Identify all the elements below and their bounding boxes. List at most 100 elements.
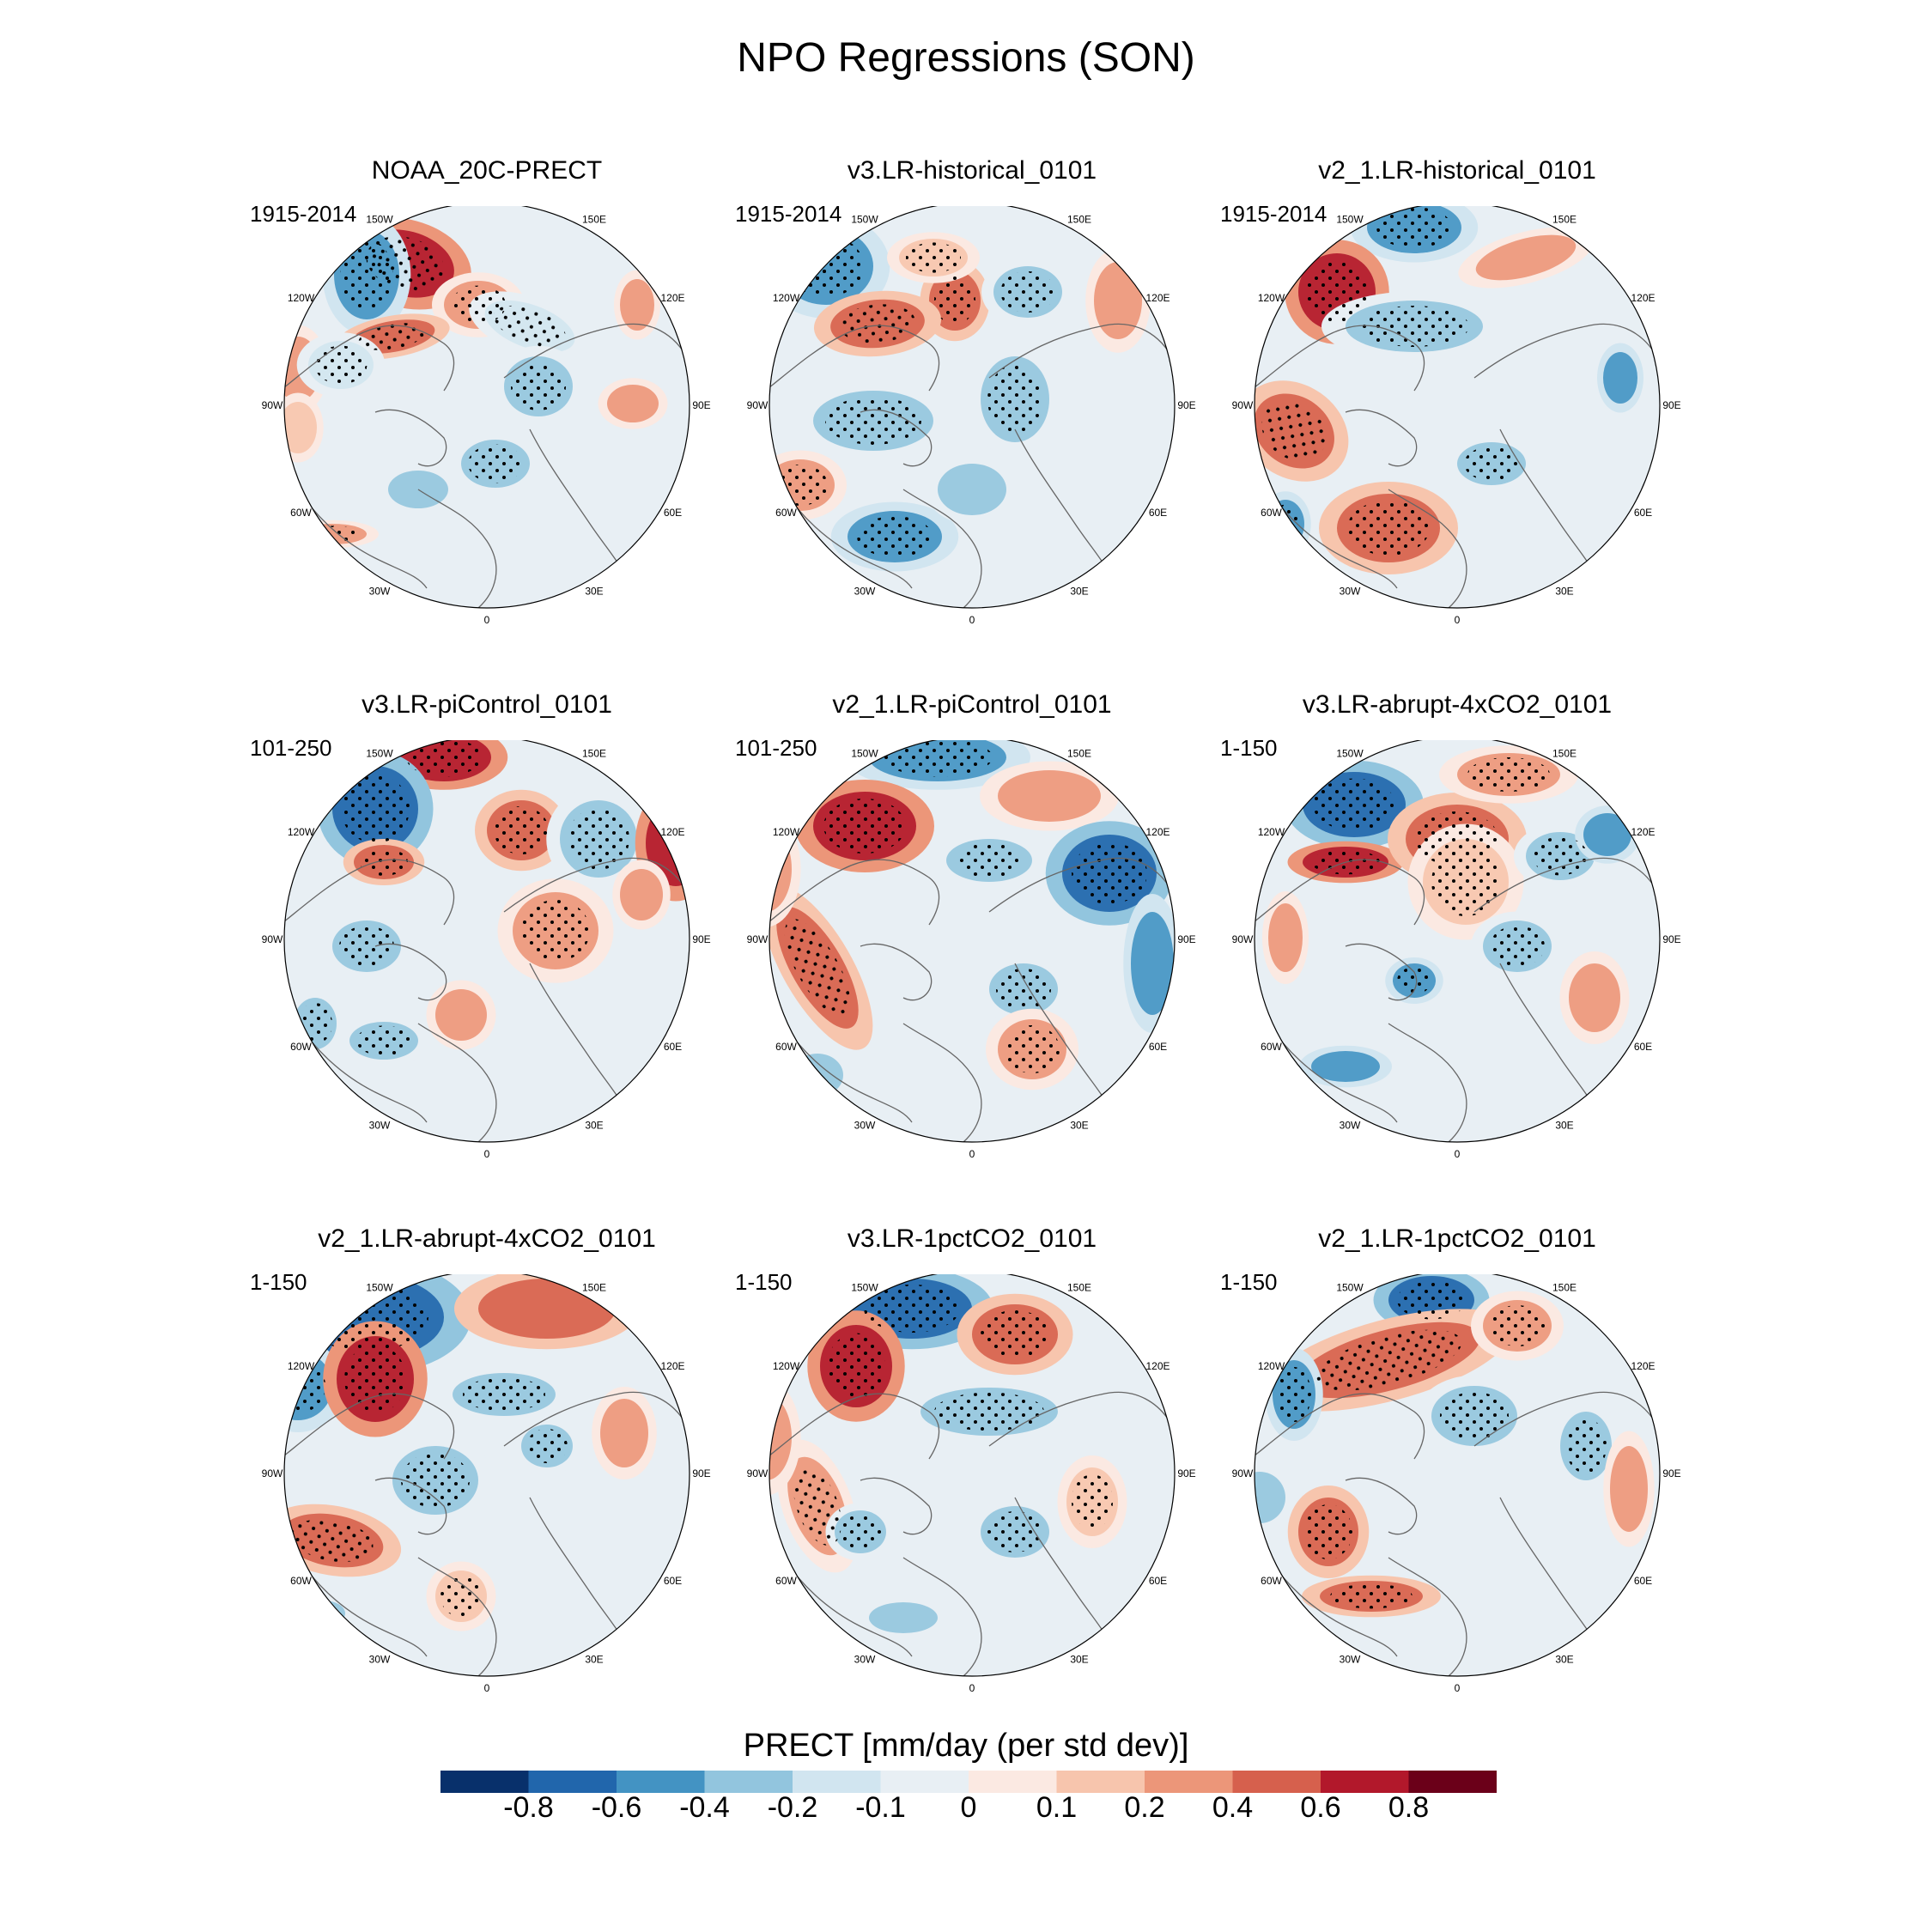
map-panel-noaa-20c: NOAA_20C-PRECT 1915-2014 180150E120E90E6… [246,156,727,687]
longitude-label: 150E [1067,747,1091,759]
longitude-label: 90E [692,1467,710,1479]
significance-stipple [463,1377,545,1412]
significance-stipple [955,843,1024,878]
anomaly-region [435,989,487,1041]
significance-stipple [1306,261,1368,323]
colorbar-tick-label: -0.4 [679,1791,730,1824]
longitude-label: 60W [775,1575,797,1587]
polar-map: 180150E120E90E60E30E030W60W90W120W150W [1232,740,1681,1160]
longitude-label: 120W [773,826,800,838]
longitude-label: 120W [288,1360,315,1372]
coastline [1388,1557,1467,1676]
polar-map: 180150E120E90E60E30E030W60W90W120W150W [262,1274,711,1694]
coastline [503,857,690,913]
significance-stipple [1397,1280,1466,1320]
coastline [860,943,933,1001]
coastline [374,409,447,467]
significance-stipple [344,1345,406,1413]
coastline [988,1391,1175,1447]
anomaly-region [620,869,663,920]
anomaly-region [1583,813,1631,856]
longitude-label: 90E [1662,399,1680,411]
map-panel-v3-picontrol: v3.LR-piControl_0101 101-250 180150E120E… [246,690,727,1221]
longitude-label: 90E [692,399,710,411]
significance-stipple [1347,501,1430,556]
anomaly-region [1131,912,1174,1015]
longitude-label: 30E [1555,1120,1573,1132]
significance-stipple [934,1392,1044,1431]
panel-period: 1915-2014 [250,201,357,227]
coastline [417,1557,497,1676]
significance-stipple [1000,271,1055,313]
significance-stipple [401,1453,470,1508]
significance-stipple [934,276,975,325]
longitude-label: 30E [1070,1654,1088,1666]
longitude-label: 60E [1149,507,1167,519]
polar-map: 180150E120E90E60E30E030W60W90W120W150W [747,740,1196,1160]
longitude-label: 0 [1455,1148,1461,1160]
longitude-label: 60W [775,507,797,519]
significance-stipple [840,1515,881,1549]
panel-title: NOAA_20C-PRECT [371,156,603,185]
colorbar-bin [969,1771,1057,1793]
longitude-label: 30W [854,1654,876,1666]
longitude-label: 90W [747,399,769,411]
colorbar-tick-label: 0.2 [1124,1791,1165,1824]
anomaly-region [938,464,1006,515]
longitude-label: 60W [775,1041,797,1053]
significance-stipple [1490,1305,1545,1346]
longitude-label: 90W [1232,933,1254,945]
colorbar-tick-label: 0.8 [1388,1791,1430,1824]
coastline [1255,325,1425,404]
significance-stipple [1490,926,1545,967]
significance-stipple [1431,848,1500,916]
significance-stipple [1315,1329,1462,1391]
colorbar-title: PRECT [mm/day (per std dev)] [743,1728,1189,1764]
significance-stipple [1359,306,1469,347]
colorbar-bin [1408,1771,1497,1793]
significance-stipple [291,1518,374,1563]
longitude-label: 30W [854,1120,876,1132]
significance-stipple [1304,1504,1352,1559]
colorbar-tick-label: 0.4 [1212,1791,1254,1824]
map-panel-v2-1-picontrol: v2_1.LR-piControl_0101 101-250 180150E12… [732,690,1212,1221]
longitude-label: 0 [1455,1682,1461,1694]
significance-stipple [1005,1025,1060,1073]
significance-stipple [521,900,590,962]
anomaly-region [1255,1472,1285,1523]
longitude-label: 150E [582,747,606,759]
colorbar-bin [880,1771,969,1793]
longitude-label: 60W [1261,1575,1282,1587]
longitude-label: 120W [1258,292,1285,304]
longitude-label: 90W [262,1467,283,1479]
longitude-label: 90E [1177,933,1195,945]
longitude-label: 120W [1258,1360,1285,1372]
longitude-label: 150E [1552,747,1577,759]
panel-title: v3.LR-1pctCO2_0101 [847,1224,1097,1253]
colorbar-tick-label: -0.1 [855,1791,906,1824]
colorbar-tick-label: 0 [960,1791,977,1824]
panel-period: 1915-2014 [735,201,842,227]
significance-stipple [305,526,360,543]
significance-stipple [793,1467,841,1546]
significance-stipple [864,1285,960,1333]
colorbar-tick-label: -0.2 [767,1791,818,1824]
longitude-label: 30E [585,1120,603,1132]
polar-map: 180150E120E90E60E30E030W60W90W120W150W [747,206,1196,626]
polar-map: 180150E120E90E60E30E030W60W90W120W150W [1232,206,1681,626]
significance-stipple [1330,1583,1413,1609]
longitude-label: 90W [262,933,283,945]
colorbar-bin [528,1771,617,1793]
longitude-label: 0 [1455,614,1461,626]
anomaly-region [620,279,654,331]
longitude-label: 0 [484,1148,490,1160]
longitude-label: 120W [288,826,315,838]
coastline [417,1023,497,1142]
coastline [902,1557,982,1676]
longitude-label: 120E [660,826,684,838]
significance-stipple [827,1333,885,1400]
longitude-label: 120E [1631,292,1655,304]
significance-stipple [773,465,828,506]
longitude-label: 150E [1552,213,1577,225]
longitude-label: 90W [1232,1467,1254,1479]
